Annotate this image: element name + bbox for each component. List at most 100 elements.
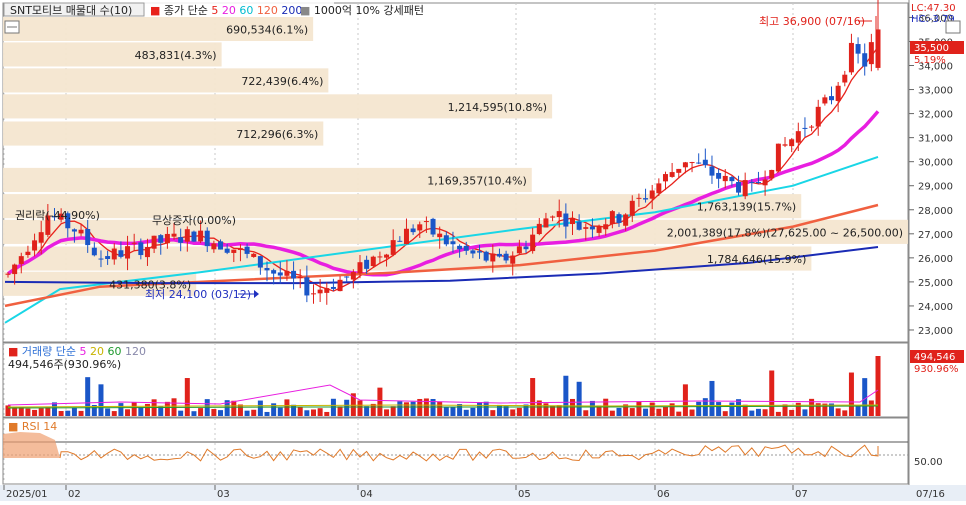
candle-body — [822, 97, 828, 104]
volume-bar — [98, 384, 104, 416]
volume-bar — [403, 402, 409, 416]
volume-bar — [291, 404, 297, 416]
stock-name[interactable]: SNT모티브 매물대 수(10) — [10, 4, 132, 17]
candle-body — [729, 177, 735, 182]
candle-body — [138, 242, 144, 256]
candle-body — [118, 250, 124, 257]
candle-body — [523, 246, 529, 250]
volume-bar — [516, 407, 522, 416]
volume-bar — [676, 411, 682, 416]
candle-body — [310, 293, 316, 295]
volume-bar — [470, 407, 476, 416]
price-tick-label: 25,000 — [918, 278, 953, 289]
candle-body — [350, 272, 356, 280]
volume-bar — [71, 407, 77, 416]
candle-body — [32, 240, 38, 251]
current-price-tag — [910, 41, 964, 54]
ma200-line — [4, 246, 879, 285]
candle-body — [364, 259, 370, 269]
volume-bar — [623, 404, 629, 416]
candle-body — [51, 216, 57, 218]
volume-bar — [337, 406, 343, 416]
volume-bar — [271, 403, 277, 416]
candle-body — [795, 131, 801, 143]
candle-body — [862, 53, 868, 67]
volume-ma60-line — [7, 405, 879, 409]
volume-summary: 494,546주(930.96%) — [8, 358, 121, 371]
candle-body — [158, 235, 164, 243]
candle-body — [510, 255, 516, 264]
settings-icon[interactable] — [945, 20, 961, 34]
candle-body — [144, 247, 150, 258]
volume-bar — [38, 408, 44, 416]
volume-bar — [85, 377, 91, 416]
volume-bar — [709, 380, 715, 416]
price-tick-label: 36,000 — [918, 13, 953, 24]
candle-body — [430, 218, 436, 235]
volume-bar — [503, 406, 509, 416]
rsi-tick: 50.00 — [914, 457, 943, 468]
candle-body — [470, 250, 476, 254]
volume-bar — [490, 410, 496, 416]
volume-bar — [530, 378, 536, 416]
volume-bar — [178, 410, 184, 416]
candle-body — [377, 256, 383, 258]
candle-body — [609, 211, 615, 225]
price-tick-label: 32,000 — [918, 110, 953, 121]
ma-legend-label: ■ 종가 단순 5 20 60 120 200 — [150, 4, 302, 17]
volume-bar — [556, 405, 562, 416]
candle-body — [184, 229, 190, 242]
candle-body — [496, 253, 502, 257]
candle-body — [649, 190, 655, 199]
candle-body — [443, 235, 449, 245]
date-label: 04 — [360, 489, 373, 500]
volume-bar — [437, 401, 443, 416]
volume-bar — [510, 409, 516, 416]
candle-body — [271, 270, 277, 274]
candle-body — [231, 249, 237, 253]
candle-body — [656, 183, 662, 194]
volume-bar — [536, 400, 542, 416]
volume-profile-label: 722,439(6.4%) — [241, 75, 323, 88]
volume-bar — [682, 384, 688, 416]
candle-body — [111, 248, 117, 260]
candle-body — [251, 253, 257, 257]
candle-body — [284, 270, 290, 276]
volume-bar — [158, 406, 164, 416]
candle-body — [749, 181, 755, 183]
volume-bar — [125, 409, 131, 416]
candle-body — [12, 264, 18, 275]
volume-bar — [131, 402, 137, 416]
volume-bar — [795, 402, 801, 416]
candle-body — [410, 228, 416, 233]
volume-bar — [105, 408, 111, 416]
volume-bar — [384, 409, 390, 416]
free-issue-annotation: 무상증자(0.00%) — [152, 214, 236, 227]
volume-bar — [364, 406, 370, 416]
volume-bar — [483, 401, 489, 416]
volume-profile-label: 431,380(3.8%) — [109, 278, 191, 291]
candle-body — [38, 232, 44, 243]
volume-profile-bar — [3, 167, 532, 192]
candle-body — [125, 246, 131, 259]
volume-bar — [244, 410, 250, 416]
candle-body — [829, 96, 835, 101]
volume-bar — [164, 401, 170, 416]
candle-body — [171, 233, 177, 237]
volume-bar — [696, 401, 702, 416]
volume-bar — [344, 399, 350, 416]
stock-name-box[interactable] — [3, 2, 145, 17]
candle-body — [689, 162, 695, 164]
candle-body — [45, 215, 51, 235]
volume-bar — [257, 400, 263, 416]
volume-profile-bar — [3, 16, 314, 42]
volume-bar — [45, 407, 51, 416]
candle-body — [629, 200, 635, 216]
volume-bar — [496, 404, 502, 416]
candle-body — [477, 251, 483, 253]
high-annotation: 최고 36,900 (07/16) — [759, 15, 865, 28]
volume-bar — [835, 408, 841, 416]
price-tick-label: 23,000 — [918, 326, 953, 337]
volume-bar — [563, 375, 569, 416]
